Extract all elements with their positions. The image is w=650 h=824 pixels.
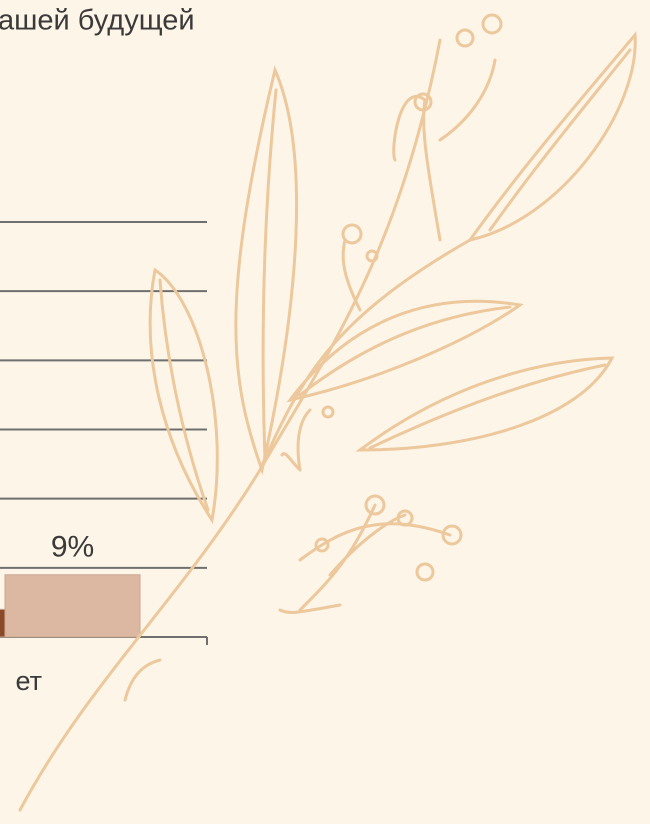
slide: ашей будущей ет 9%: [0, 0, 650, 824]
bar: [0, 609, 5, 637]
chart-title: ашей будущей: [0, 5, 195, 37]
bar: [5, 575, 140, 637]
data-label: 9%: [51, 531, 94, 564]
x-tick-label: ет: [16, 666, 43, 696]
